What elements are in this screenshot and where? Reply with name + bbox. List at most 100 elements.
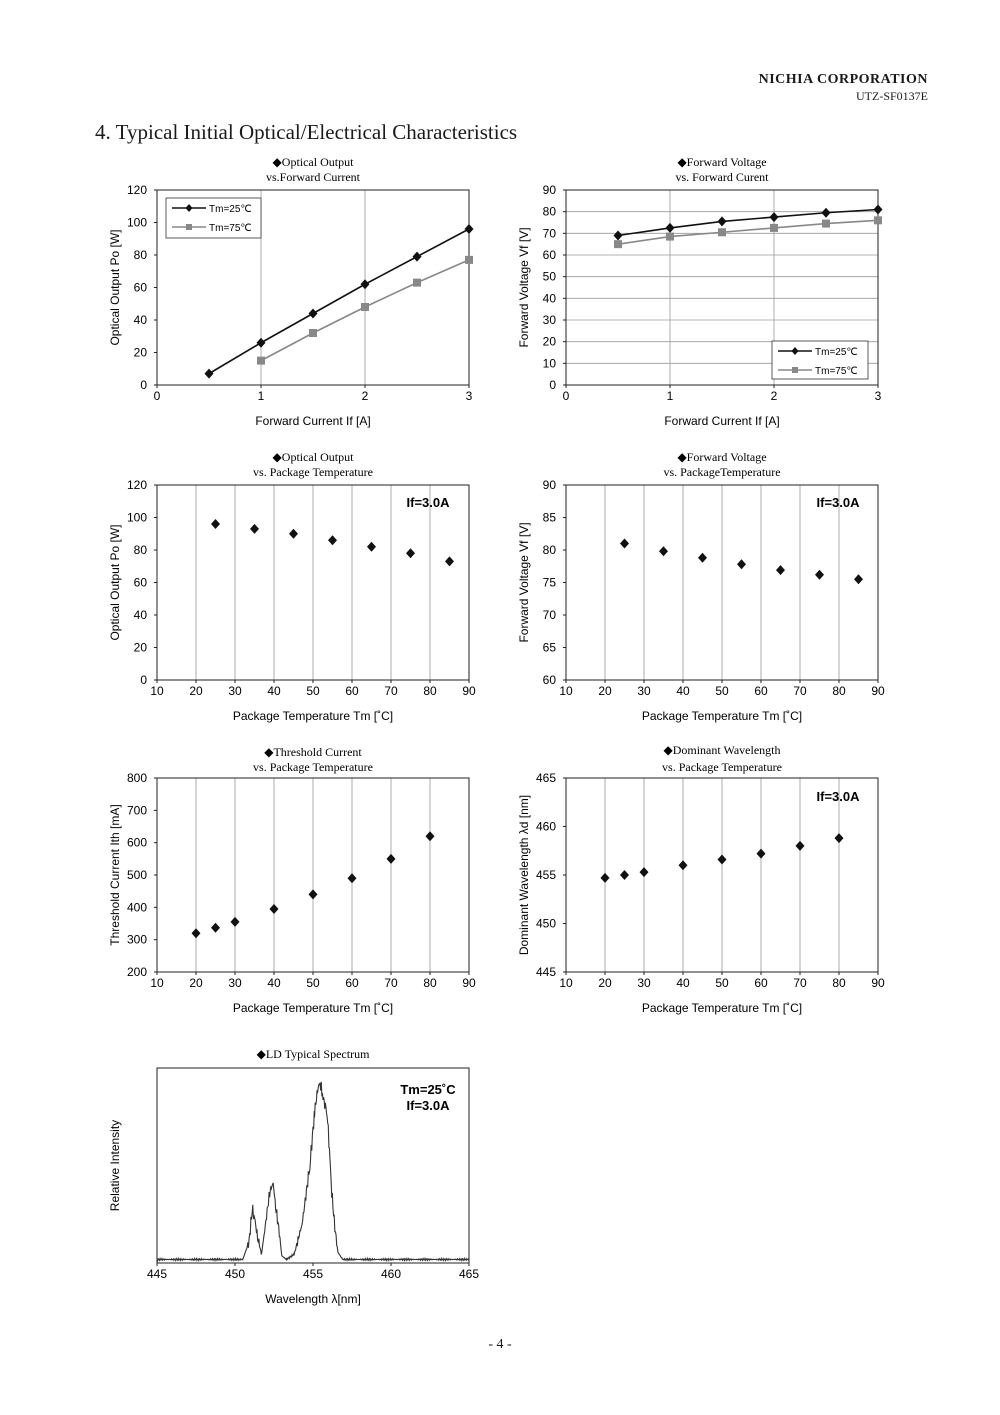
data-point (309, 329, 317, 337)
x-tick-label: 50 (306, 976, 320, 990)
data-point (717, 854, 727, 865)
data-point (678, 860, 688, 871)
x-tick-label: 445 (147, 1267, 167, 1281)
x-tick-label: 20 (598, 976, 612, 990)
plot-frame (565, 189, 879, 386)
x-tick-label: 70 (793, 976, 807, 990)
y-axis-label: Dominant Wavelength λd [nm] (517, 795, 531, 955)
series-line (208, 228, 470, 375)
data-point (347, 873, 357, 884)
x-tick-label: 80 (832, 684, 846, 698)
data-point (361, 303, 369, 311)
y-tick-label: 60 (543, 673, 557, 687)
chart-title: vs. Forward Curent (676, 170, 770, 184)
legend-marker (185, 204, 193, 212)
data-point (250, 523, 259, 534)
data-point (211, 519, 220, 529)
x-axis-label: Forward Current If [A] (664, 414, 779, 428)
x-tick-label: 20 (189, 976, 203, 990)
x-tick-label: 20 (189, 684, 203, 698)
y-tick-label: 20 (134, 641, 148, 655)
data-point (834, 833, 844, 844)
y-tick-label: 90 (543, 478, 557, 492)
data-point (425, 831, 435, 842)
x-axis-label: Forward Current If [A] (255, 414, 370, 428)
data-point (666, 232, 674, 241)
data-point (776, 565, 785, 576)
x-tick-label: 1 (667, 389, 674, 403)
x-tick-label: 60 (345, 684, 359, 698)
data-point (289, 528, 298, 539)
x-tick-label: 3 (875, 389, 882, 403)
chart-wl_tm: ◆Dominant Wavelength vs. Package Temperat… (517, 743, 885, 1015)
x-tick-label: 30 (228, 976, 242, 990)
x-axis-label: Package Temperature Tm [˚C] (642, 709, 802, 723)
data-point (445, 556, 454, 567)
chart-title: vs. Package Temperature (253, 760, 373, 774)
y-tick-label: 20 (543, 335, 557, 349)
x-tick-label: 70 (793, 684, 807, 698)
legend-marker (791, 347, 799, 355)
x-tick-label: 1 (258, 389, 265, 403)
legend-marker (186, 224, 192, 230)
x-tick-label: 80 (423, 684, 437, 698)
data-point (413, 278, 421, 287)
y-tick-label: 80 (134, 248, 148, 262)
x-tick-label: 60 (345, 976, 359, 990)
data-point (770, 223, 778, 232)
x-axis-label: Package Temperature Tm [˚C] (233, 709, 393, 723)
y-tick-label: 100 (127, 216, 147, 230)
x-tick-label: 40 (676, 976, 690, 990)
y-tick-label: 40 (543, 291, 557, 305)
x-tick-label: 460 (381, 1267, 401, 1281)
data-point (639, 867, 649, 878)
legend-box (771, 340, 869, 380)
x-tick-label: 10 (150, 684, 164, 698)
y-tick-label: 120 (127, 183, 147, 197)
y-tick-label: 80 (543, 205, 557, 219)
data-point (874, 216, 882, 225)
y-tick-label: 465 (536, 771, 556, 785)
document-id: UTZ-SF0137E (856, 89, 928, 103)
company-name: NICHIA CORPORATION (758, 72, 928, 87)
data-point (815, 569, 824, 580)
x-tick-label: 40 (267, 976, 281, 990)
y-axis-label: Optical Output Po [W] (108, 229, 122, 345)
y-tick-label: 40 (134, 313, 148, 327)
series-line (617, 219, 879, 245)
legend-label: Tm=75℃ (209, 223, 252, 234)
data-point (665, 222, 675, 233)
y-tick-label: 200 (127, 965, 147, 979)
section-title: 4. Typical Initial Optical/Electrical Ch… (95, 120, 518, 144)
series-line (617, 208, 879, 237)
legend-label: Tm=25℃ (815, 347, 858, 358)
chart-title: ◆Threshold Current (264, 745, 362, 759)
y-tick-label: 80 (134, 543, 148, 557)
data-point (613, 230, 623, 241)
data-point (211, 922, 220, 933)
data-point (718, 228, 726, 237)
x-tick-label: 0 (563, 389, 570, 403)
data-point (386, 853, 396, 864)
chart-title: ◆Optical Output (273, 155, 355, 169)
y-tick-label: 65 (543, 641, 557, 655)
data-point (873, 204, 883, 215)
chart-annotation: If=3.0A (407, 1098, 451, 1113)
data-point (620, 538, 629, 549)
data-point (191, 928, 201, 939)
x-tick-label: 50 (306, 684, 320, 698)
y-tick-label: 800 (127, 771, 147, 785)
x-tick-label: 90 (462, 976, 476, 990)
data-point (821, 207, 831, 218)
data-point (822, 219, 830, 228)
y-tick-label: 100 (127, 511, 147, 525)
x-tick-label: 90 (871, 684, 885, 698)
x-tick-label: 450 (225, 1267, 245, 1281)
data-point (269, 903, 279, 914)
x-tick-label: 30 (637, 684, 651, 698)
chart-annotation: If=3.0A (817, 789, 861, 804)
y-tick-label: 120 (127, 478, 147, 492)
